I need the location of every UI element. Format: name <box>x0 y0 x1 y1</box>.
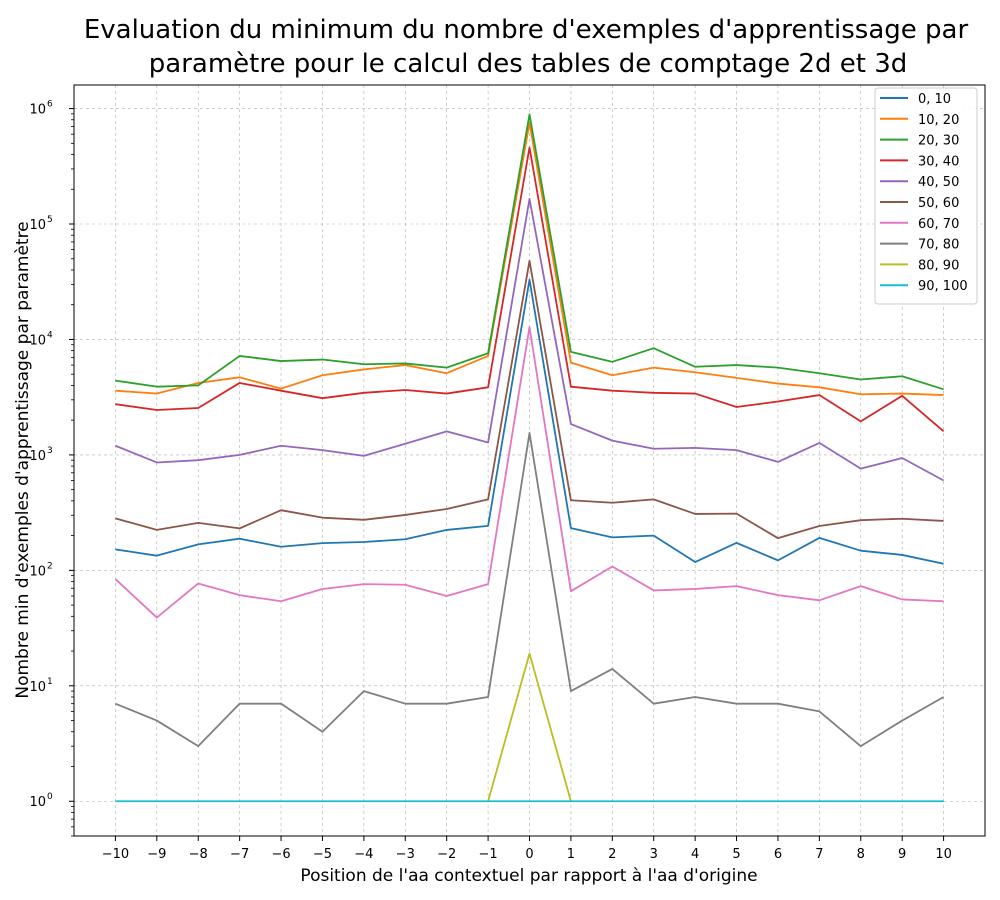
legend-label: 70, 80 <box>918 238 959 253</box>
legend-label: 90, 100 <box>918 279 968 294</box>
x-tick-label: 4 <box>691 847 699 862</box>
legend-item: 0, 10 <box>880 92 951 107</box>
series-path <box>115 278 944 565</box>
legend-item: 30, 40 <box>880 154 959 169</box>
series-path <box>115 259 944 540</box>
y-tick-label: 10 <box>29 795 46 810</box>
legend-item: 90, 100 <box>880 279 968 294</box>
x-tick-label: 10 <box>935 847 952 862</box>
x-tick-label: −9 <box>147 847 166 862</box>
legend-label: 20, 30 <box>918 134 959 149</box>
y-tick-exponent: 5 <box>47 215 53 225</box>
legend-label: 30, 40 <box>918 154 959 169</box>
x-tick-label: 8 <box>857 847 865 862</box>
series-path <box>115 146 945 433</box>
series-line-5 <box>115 259 944 540</box>
chart-title-line-1: Evaluation du minimum du nombre d'exempl… <box>84 15 969 45</box>
x-tick-label: 7 <box>815 847 823 862</box>
x-axis-ticks: −10 −9 −8 −7 −6 −5 −4 −3 −2 −1 0 1 2 3 4 5 6 7 8 9 10 <box>102 836 952 862</box>
series-line-6 <box>114 326 944 619</box>
x-tick-label: −3 <box>396 847 415 862</box>
legend-item: 50, 60 <box>880 196 959 211</box>
series-line-4 <box>115 197 945 482</box>
y-tick-exponent: 3 <box>47 446 53 456</box>
x-tick-label: −6 <box>271 847 290 862</box>
series-path <box>115 113 944 391</box>
chart-title-line-2: paramètre pour le calcul des tables de c… <box>149 49 907 79</box>
series-lines <box>114 113 945 803</box>
y-axis-label: Nombre min d'exemples d'apprentissage pa… <box>13 221 33 698</box>
x-tick-label: 3 <box>650 847 658 862</box>
series-path <box>115 197 945 482</box>
series-line-0 <box>115 278 944 565</box>
y-tick-exponent: 6 <box>47 100 53 110</box>
y-tick-label: 10 <box>29 333 46 348</box>
legend-label: 0, 10 <box>918 92 951 107</box>
y-tick-label: 10 <box>29 680 46 695</box>
x-tick-label: −2 <box>437 847 456 862</box>
legend-label: 10, 20 <box>918 113 959 128</box>
legend-label: 80, 90 <box>918 258 959 273</box>
series-line-7 <box>115 432 945 748</box>
x-tick-label: −10 <box>102 847 129 862</box>
x-tick-label: −5 <box>313 847 332 862</box>
legend-item: 80, 90 <box>880 258 959 273</box>
y-tick-exponent: 2 <box>47 561 53 571</box>
y-tick-label: 10 <box>29 103 46 118</box>
legend-item: 60, 70 <box>880 217 959 232</box>
x-axis-label: Position de l'aa contextuel par rapport … <box>300 866 757 886</box>
x-tick-label: −1 <box>479 847 498 862</box>
series-line-1 <box>115 122 944 396</box>
x-tick-label: −8 <box>189 847 208 862</box>
legend-item: 10, 20 <box>880 113 959 128</box>
series-line-3 <box>115 146 945 433</box>
series-line-8 <box>487 652 572 802</box>
legend: 0, 10 10, 20 20, 30 30, 40 40, 50 50, 60 60, 7… <box>874 87 978 305</box>
x-tick-label: 2 <box>608 847 616 862</box>
x-tick-label: −7 <box>230 847 249 862</box>
x-tick-label: 1 <box>567 847 575 862</box>
legend-item: 70, 80 <box>880 238 959 253</box>
x-tick-label: 0 <box>525 847 533 862</box>
x-tick-label: 5 <box>732 847 740 862</box>
y-tick-exponent: 1 <box>47 677 53 687</box>
y-tick-label: 10 <box>29 218 46 233</box>
legend-item: 20, 30 <box>880 134 959 149</box>
y-tick-label: 10 <box>29 449 46 464</box>
series-path <box>115 122 944 396</box>
series-line-2 <box>115 113 944 391</box>
legend-label: 40, 50 <box>918 175 959 190</box>
series-path <box>114 326 944 619</box>
legend-label: 60, 70 <box>918 217 959 232</box>
legend-box <box>874 87 978 305</box>
legend-label: 50, 60 <box>918 196 959 211</box>
series-path <box>115 432 945 748</box>
x-tick-label: 6 <box>774 847 782 862</box>
series-path <box>487 652 572 802</box>
x-tick-label: 9 <box>898 847 906 862</box>
y-tick-label: 10 <box>29 564 46 579</box>
legend-item: 40, 50 <box>880 175 959 190</box>
x-tick-label: −4 <box>354 847 373 862</box>
y-tick-exponent: 0 <box>47 792 53 802</box>
y-tick-exponent: 4 <box>47 330 53 340</box>
